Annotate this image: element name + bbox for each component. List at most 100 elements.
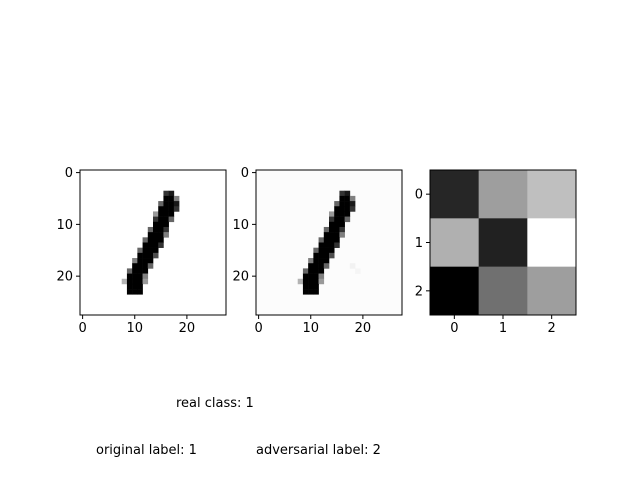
pixel-cell [318,258,325,264]
pixel-cell [308,273,314,280]
pixel-cell [142,278,149,285]
pixel-cell [323,242,330,248]
pixel-cell [302,278,309,285]
heatmap-cell [478,266,528,316]
pixel-cell [344,206,351,212]
pixel-cell [334,211,340,217]
pixel-cell [158,221,164,228]
pixel-cell [323,232,330,238]
heatmap-cell [527,266,577,316]
pixel-cell [173,195,180,202]
pixel-cell [137,283,143,290]
pixel-cell [339,201,345,207]
pixel-cell [142,258,149,264]
pixel-cell [153,211,159,217]
pixel-cell [308,289,314,295]
pixel-cell [339,195,345,202]
pixel-cell [329,247,335,254]
pixel-cell [339,221,345,228]
pixel-cell [158,216,164,223]
pixel-cell [313,273,319,280]
y-tick-label: 0 [415,188,423,203]
pixel-cell [329,242,335,248]
pixel-cell [153,221,159,228]
pixel-cell [323,263,330,269]
pixel-cell [168,216,175,223]
pixel-cell [142,237,149,243]
x-tick-label: 0 [254,321,262,336]
pixel-cell [168,206,175,212]
pixel-cell [137,268,143,274]
pixel-cell [168,190,175,197]
pixel-cell [142,247,149,254]
pixel-cell [126,268,133,274]
adversarial-digit-image: 0 0 10 10 20 20 [232,166,403,336]
pixel-cell [339,226,345,233]
pixel-cell [142,273,149,280]
pixel-cell [313,258,319,264]
pixel-cell [158,206,164,212]
pixel-cell [323,258,330,264]
pixel-cell [302,289,309,295]
pixel-cell [163,226,169,233]
pixel-cell [308,268,314,274]
pixel-cell [323,237,330,243]
pixel-cell [334,206,340,212]
pixel-cell [318,252,325,259]
pixel-cell [163,190,169,197]
pixel-cell [344,190,351,197]
pixel-cell [329,226,335,233]
pixel-cell [153,232,159,238]
pixel-cell [334,226,340,233]
pixel-cell [318,237,325,243]
x-tick-label: 20 [355,321,372,336]
pixel-cell [308,283,314,290]
pixel-cell [173,206,180,212]
pixel-cell [313,283,319,290]
pixel-cell [147,252,154,259]
pixel-cell [142,263,149,269]
pixel-cell [308,278,314,285]
axes-frame [79,169,227,316]
pixel-cell [302,283,309,290]
pixel-cell [334,201,340,207]
pixel-cell [318,242,325,248]
pixel-cell [329,221,335,228]
pixel-cell [308,263,314,269]
y-tick-label: 0 [241,166,249,181]
pixel-cell [334,216,340,223]
pixel-cell [147,258,154,264]
heatmap-cell [478,170,528,219]
y-tick-label: 2 [415,284,423,299]
pixel-cell [132,289,138,295]
pixel-cell [132,283,138,290]
pixel-cell [329,211,335,217]
pixel-cell [313,278,319,285]
pixel-cell [147,247,154,254]
pixel-cell [339,232,345,238]
pixel-cell [121,278,128,285]
y-tick-label: 10 [56,218,73,233]
pixel-cell [334,237,340,243]
y-tick-label: 0 [65,166,73,181]
pixel-cell [334,232,340,238]
pixel-cell [137,258,143,264]
x-tick-label: 0 [450,321,458,336]
pixel-cell [137,252,143,259]
pixel-cell [334,242,340,248]
heatmap-cell [430,170,479,219]
heatmap-cell [430,218,479,267]
x-tick-label: 1 [499,321,507,336]
pixel-cell [349,195,356,202]
heatmap-cell [527,170,577,219]
pixel-cell [339,216,345,223]
x-tick-label: 20 [179,321,196,336]
y-tick-label: 1 [415,236,423,251]
pixel-cell [153,226,159,233]
y-tick-label: 10 [232,218,249,233]
pixel-cell [302,273,309,280]
pixel-cell [158,226,164,233]
pixel-cell [329,216,335,223]
pixel-cell [168,201,175,207]
